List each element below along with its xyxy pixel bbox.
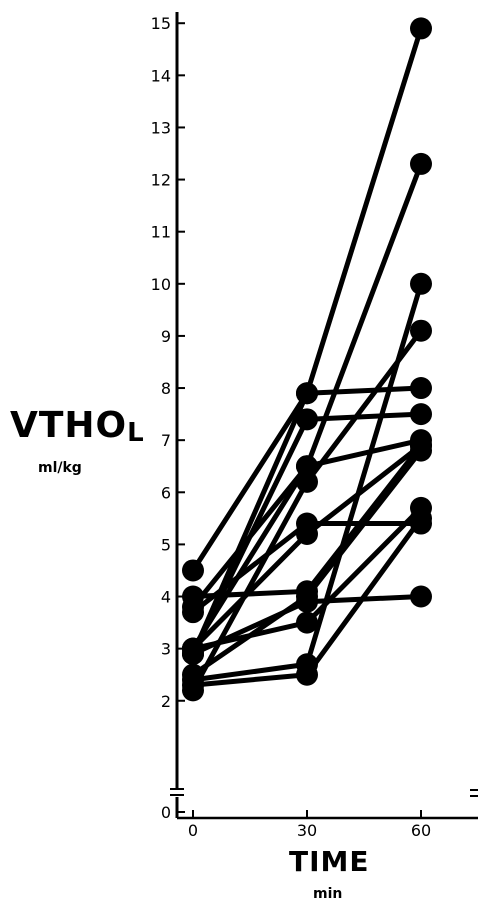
y-axis-unit: ml/kg <box>38 460 82 476</box>
data-point <box>410 272 432 295</box>
y-tick-label: 4 <box>161 588 171 607</box>
y-tick-label: 12 <box>151 171 171 190</box>
x-axis-label: TIME <box>289 845 370 878</box>
y-tick-label: 14 <box>151 66 171 85</box>
y-tick-label: 2 <box>161 692 171 711</box>
data-point <box>296 512 318 535</box>
y-tick-label: 13 <box>151 118 171 137</box>
data-points <box>182 17 432 702</box>
x-tick-label: 0 <box>188 821 198 840</box>
x-tick-label: 60 <box>411 821 431 840</box>
y-tick-label: 6 <box>161 483 171 502</box>
series-line <box>190 25 424 657</box>
data-point <box>182 601 204 624</box>
data-point <box>410 152 432 175</box>
data-point <box>296 470 318 493</box>
data-point <box>410 507 432 530</box>
data-point <box>296 455 318 478</box>
data-point <box>410 319 432 342</box>
data-point <box>410 377 432 400</box>
data-point <box>296 590 318 613</box>
data-point <box>410 17 432 40</box>
y-tick-label: 9 <box>161 327 171 346</box>
axes: 0 2 3 4 5 6 7 8 9 10 11 12 13 14 15 0 30 60 <box>151 12 478 840</box>
y-axis-label-subscript: L <box>127 418 145 448</box>
data-point <box>182 585 204 608</box>
y-tick-label: 5 <box>161 535 171 554</box>
data-point <box>296 611 318 634</box>
data-point <box>410 585 432 608</box>
data-point <box>296 408 318 431</box>
y-axis-label: VTHOL <box>10 405 145 448</box>
data-point <box>410 403 432 426</box>
x-axis-unit: min <box>313 886 343 902</box>
y-tick-label: 11 <box>151 223 171 242</box>
y-tick-label: 0 <box>161 803 171 822</box>
y-tick-label: 10 <box>151 275 171 294</box>
data-point <box>296 663 318 686</box>
data-point <box>410 439 432 462</box>
data-point <box>296 382 318 405</box>
y-tick-label: 7 <box>161 431 171 450</box>
y-tick-label: 3 <box>161 640 171 659</box>
y-tick-label: 8 <box>161 379 171 398</box>
data-point <box>182 674 204 697</box>
data-point <box>182 642 204 665</box>
y-tick-label: 15 <box>151 14 171 33</box>
x-tick-label: 30 <box>297 821 317 840</box>
data-point <box>182 559 204 582</box>
